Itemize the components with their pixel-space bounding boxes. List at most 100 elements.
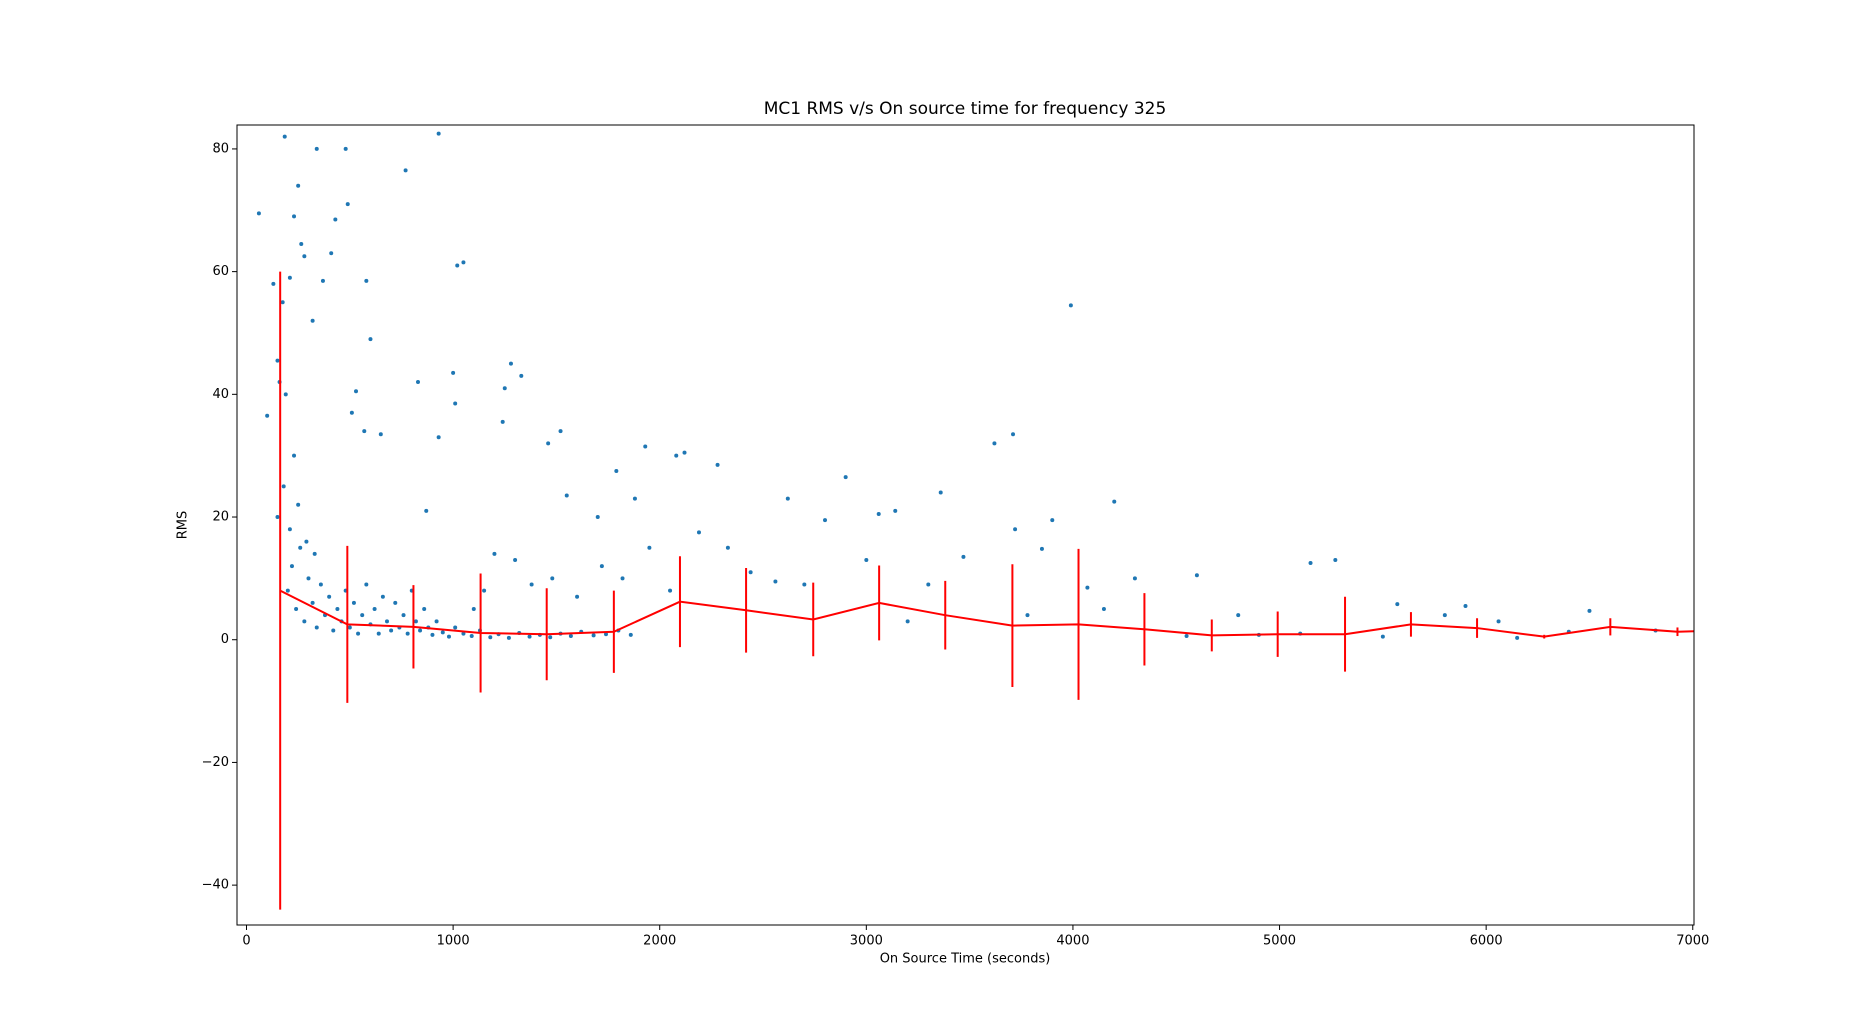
scatter-point (500, 419, 505, 424)
scatter-point (876, 511, 881, 516)
scatter-point (446, 634, 451, 639)
scatter-point (424, 508, 429, 513)
scatter-point (310, 318, 315, 323)
y-tick-label: 0 (221, 632, 229, 647)
scatter-point (455, 263, 460, 268)
scatter-point (1085, 585, 1090, 590)
scatter-point (364, 278, 369, 283)
scatter-point (403, 168, 408, 173)
scatter-point (335, 607, 340, 612)
y-tick-label: −20 (202, 755, 229, 770)
scatter-point (643, 444, 648, 449)
scatter-point (575, 594, 580, 599)
y-tick-label: −40 (202, 878, 229, 893)
scatter-point (430, 632, 435, 637)
x-tick-label: 0 (242, 934, 250, 949)
scatter-point (453, 625, 458, 630)
scatter-point (548, 635, 553, 640)
scatter-point (314, 146, 319, 151)
scatter-point (527, 634, 532, 639)
scatter-point (436, 435, 441, 440)
scatter-point (292, 214, 297, 219)
scatter-point (461, 631, 466, 636)
scatter-point (482, 588, 487, 593)
scatter-point (785, 496, 790, 501)
scatter-point (1112, 499, 1117, 504)
scatter-point (415, 380, 420, 385)
scatter-point (285, 588, 290, 593)
scatter-point (351, 600, 356, 605)
scatter-point (283, 392, 288, 397)
scatter-point (360, 613, 365, 618)
x-tick-label: 2000 (643, 934, 676, 949)
scatter-point (513, 557, 518, 562)
scatter-point (368, 337, 373, 342)
scatter-point (632, 496, 637, 501)
scatter-point (1068, 303, 1073, 308)
scatter-point (506, 635, 511, 640)
scatter-point (546, 441, 551, 446)
scatter-point (380, 594, 385, 599)
y-tick-label: 80 (212, 141, 229, 156)
scatter-point (318, 582, 323, 587)
scatter-point (696, 530, 701, 535)
scatter-point (1333, 557, 1338, 562)
scatter-point (550, 576, 555, 581)
y-tick-label: 60 (212, 264, 229, 279)
scatter-point (281, 484, 286, 489)
scatter-point (492, 551, 497, 556)
scatter-point (674, 453, 679, 458)
scatter-point (349, 410, 354, 415)
scatter-point (564, 493, 569, 498)
scatter-point (864, 557, 869, 562)
scatter-point (668, 588, 673, 593)
scatter-point (595, 515, 600, 520)
scatter-point (1442, 613, 1447, 618)
scatter-point (389, 628, 394, 633)
scatter-point (440, 630, 445, 635)
scatter-point (299, 242, 304, 247)
scatter-point (1184, 634, 1189, 639)
scatter-point (591, 633, 596, 638)
y-tick-label: 20 (212, 510, 229, 525)
scatter-point (558, 429, 563, 434)
x-axis-label: On Source Time (seconds) (880, 952, 1051, 967)
scatter-point (1463, 603, 1468, 608)
scatter-point (282, 134, 287, 139)
scatter-point (1395, 602, 1400, 607)
scatter-point (461, 260, 466, 265)
scatter-point (356, 631, 361, 636)
scatter-point (614, 469, 619, 474)
scatter-point (488, 635, 493, 640)
scatter-point (256, 211, 261, 216)
scatter-point (378, 432, 383, 437)
scatter-point (725, 545, 730, 550)
scatter-point (1039, 546, 1044, 551)
scatter-point (1101, 607, 1106, 612)
scatter-point (1515, 635, 1520, 640)
scatter-point (1194, 573, 1199, 578)
scatter-point (1132, 576, 1137, 581)
scatter-point (354, 389, 359, 394)
scatter-point (451, 370, 456, 375)
scatter-point (471, 607, 476, 612)
scatter-point (296, 183, 301, 188)
scatter-point (599, 564, 604, 569)
scatter-point (302, 254, 307, 259)
scatter-point (275, 358, 280, 363)
scatter-point (628, 632, 633, 637)
x-tick-label: 1000 (437, 934, 470, 949)
scatter-point (372, 607, 377, 612)
y-axis-label: RMS (176, 511, 191, 540)
y-tick-label: 40 (212, 387, 229, 402)
scatter-point (1308, 561, 1313, 566)
scatter-point (1013, 527, 1018, 532)
scatter-point (422, 607, 427, 612)
scatter-point (304, 539, 309, 544)
scatter-point (604, 632, 609, 637)
scatter-point (436, 131, 441, 136)
scatter-point (296, 502, 301, 507)
scatter-point (287, 275, 292, 280)
scatter-point (331, 628, 336, 633)
